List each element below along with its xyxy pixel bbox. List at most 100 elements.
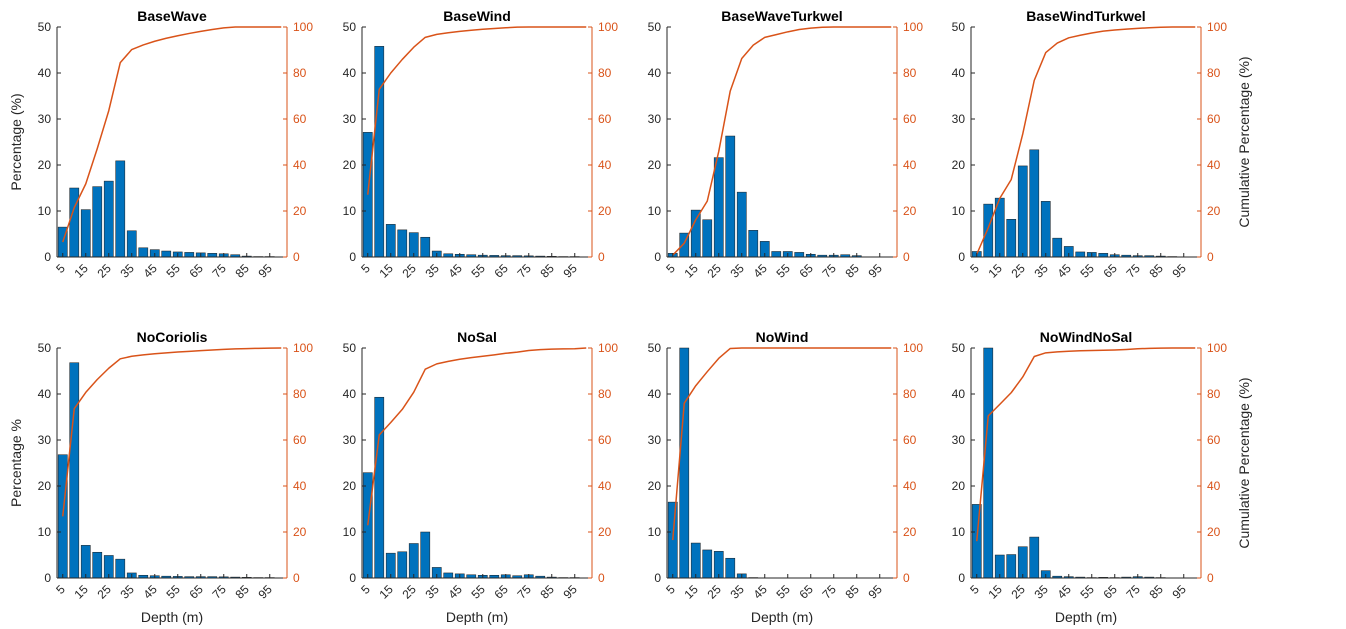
bar-depth-30: [725, 557, 736, 579]
right-tick-label: 0: [1207, 250, 1214, 264]
x-tick-label: 35: [1032, 261, 1052, 281]
left-tick-label: 10: [648, 525, 662, 539]
y-axis-label: Percentage (%): [8, 93, 24, 190]
left-tick-label: 30: [648, 112, 662, 126]
left-tick-label: 20: [648, 479, 662, 493]
x-tick-label: 15: [682, 261, 702, 281]
left-tick-label: 40: [38, 387, 52, 401]
x-tick-label: 85: [538, 582, 558, 602]
subplot-basewaveturkwel: 0 10 20 30 40 50 0 20 40 60 80 100 5 15 25 35 45 55 65 75 85…: [648, 8, 924, 281]
right-tick-label: 60: [903, 433, 917, 447]
bar-depth-20: [702, 219, 713, 258]
bar-depth-25: [713, 551, 724, 579]
bar-depth-50: [771, 251, 782, 258]
x-tick-label: 35: [118, 261, 138, 281]
x-tick-label: 95: [561, 582, 581, 602]
x-tick-label: 95: [866, 582, 886, 602]
bar-depth-20: [92, 551, 103, 579]
bar-depth-40: [1052, 237, 1063, 258]
x-axis-label: Depth (m): [1055, 609, 1117, 625]
x-tick-label: 15: [682, 582, 702, 602]
right-tick-label: 20: [293, 204, 307, 218]
bar-depth-20: [397, 551, 408, 579]
x-tick-label: 5: [53, 261, 68, 276]
right-tick-label: 60: [1207, 433, 1221, 447]
bar-depth-10: [983, 203, 994, 258]
bar-depth-25: [103, 180, 114, 258]
left-tick-label: 50: [343, 341, 357, 355]
right-tick-label: 0: [293, 571, 300, 585]
subplot-title: BaseWaveTurkwel: [721, 8, 842, 24]
right-tick-label: 100: [293, 341, 313, 355]
x-tick-label: 25: [95, 582, 115, 602]
right-tick-label: 100: [598, 341, 618, 355]
bar-depth-20: [1006, 219, 1017, 258]
cumulative-line: [976, 347, 1196, 542]
right-tick-label: 0: [1207, 571, 1214, 585]
x-tick-label: 45: [141, 582, 161, 602]
bar-depth-10: [983, 347, 994, 579]
x-tick-label: 45: [751, 582, 771, 602]
right-tick-label: 60: [903, 112, 917, 126]
right-tick-label: 20: [1207, 204, 1221, 218]
bar-depth-40: [138, 247, 149, 258]
x-tick-label: 75: [1124, 582, 1144, 602]
x-tick-label: 65: [797, 582, 817, 602]
x-tick-label: 55: [774, 261, 794, 281]
x-tick-label: 75: [820, 582, 840, 602]
left-tick-label: 0: [654, 571, 661, 585]
right-tick-label: 100: [903, 341, 923, 355]
x-tick-label: 35: [1032, 582, 1052, 602]
bar-depth-30: [420, 236, 431, 258]
x-tick-label: 55: [1078, 261, 1098, 281]
left-tick-label: 10: [343, 525, 357, 539]
subplot-basewindturkwel: 0 10 20 30 40 50 0 20 40 60 80 100 5 15 25 35 45 55 65 75 85…: [952, 8, 1252, 281]
x-tick-label: 25: [400, 261, 420, 281]
right-tick-label: 40: [598, 158, 612, 172]
right-tick-label: 100: [903, 20, 923, 34]
bar-depth-40: [443, 572, 454, 579]
right-tick-label: 0: [598, 250, 605, 264]
left-tick-label: 20: [952, 158, 966, 172]
right-tick-label: 40: [293, 158, 307, 172]
left-tick-label: 10: [952, 525, 966, 539]
bar-depth-15: [80, 545, 91, 579]
bar-depth-20: [1006, 554, 1017, 579]
x-tick-label: 75: [515, 261, 535, 281]
x-tick-label: 75: [515, 582, 535, 602]
right-tick-label: 60: [598, 433, 612, 447]
x-tick-label: 95: [256, 261, 276, 281]
x-tick-label: 55: [469, 582, 489, 602]
right-tick-label: 100: [293, 20, 313, 34]
left-tick-label: 20: [648, 158, 662, 172]
bar-depth-15: [80, 209, 91, 258]
x-tick-label: 65: [1101, 261, 1121, 281]
right-tick-label: 80: [1207, 387, 1221, 401]
bar-depth-70: [207, 253, 218, 258]
right-axis-label: Cumulative Percentage (%): [1236, 377, 1252, 548]
x-tick-label: 65: [1101, 582, 1121, 602]
left-tick-label: 10: [38, 204, 52, 218]
subplot-nowind: 0 10 20 30 40 50 0 20 40 60 80 100 5 15 25 35 45 55 65 75 85…: [648, 329, 924, 625]
bar-depth-30: [115, 160, 126, 258]
bar-depth-25: [1017, 546, 1028, 579]
left-tick-label: 50: [648, 341, 662, 355]
cumulative-line: [367, 26, 587, 195]
left-tick-label: 30: [952, 112, 966, 126]
left-tick-label: 0: [654, 250, 661, 264]
bar-depth-60: [184, 252, 195, 258]
x-tick-label: 5: [358, 261, 373, 276]
right-tick-label: 20: [293, 525, 307, 539]
bar-depth-50: [1075, 251, 1086, 258]
right-tick-label: 20: [903, 525, 917, 539]
left-tick-label: 50: [952, 20, 966, 34]
x-tick-label: 5: [967, 582, 982, 597]
left-tick-label: 0: [349, 250, 356, 264]
x-tick-label: 45: [446, 582, 466, 602]
x-tick-label: 15: [986, 261, 1006, 281]
left-tick-label: 40: [343, 387, 357, 401]
bar-depth-10: [374, 46, 385, 258]
right-tick-label: 20: [598, 204, 612, 218]
bar-depth-20: [702, 549, 713, 579]
x-tick-label: 65: [492, 582, 512, 602]
